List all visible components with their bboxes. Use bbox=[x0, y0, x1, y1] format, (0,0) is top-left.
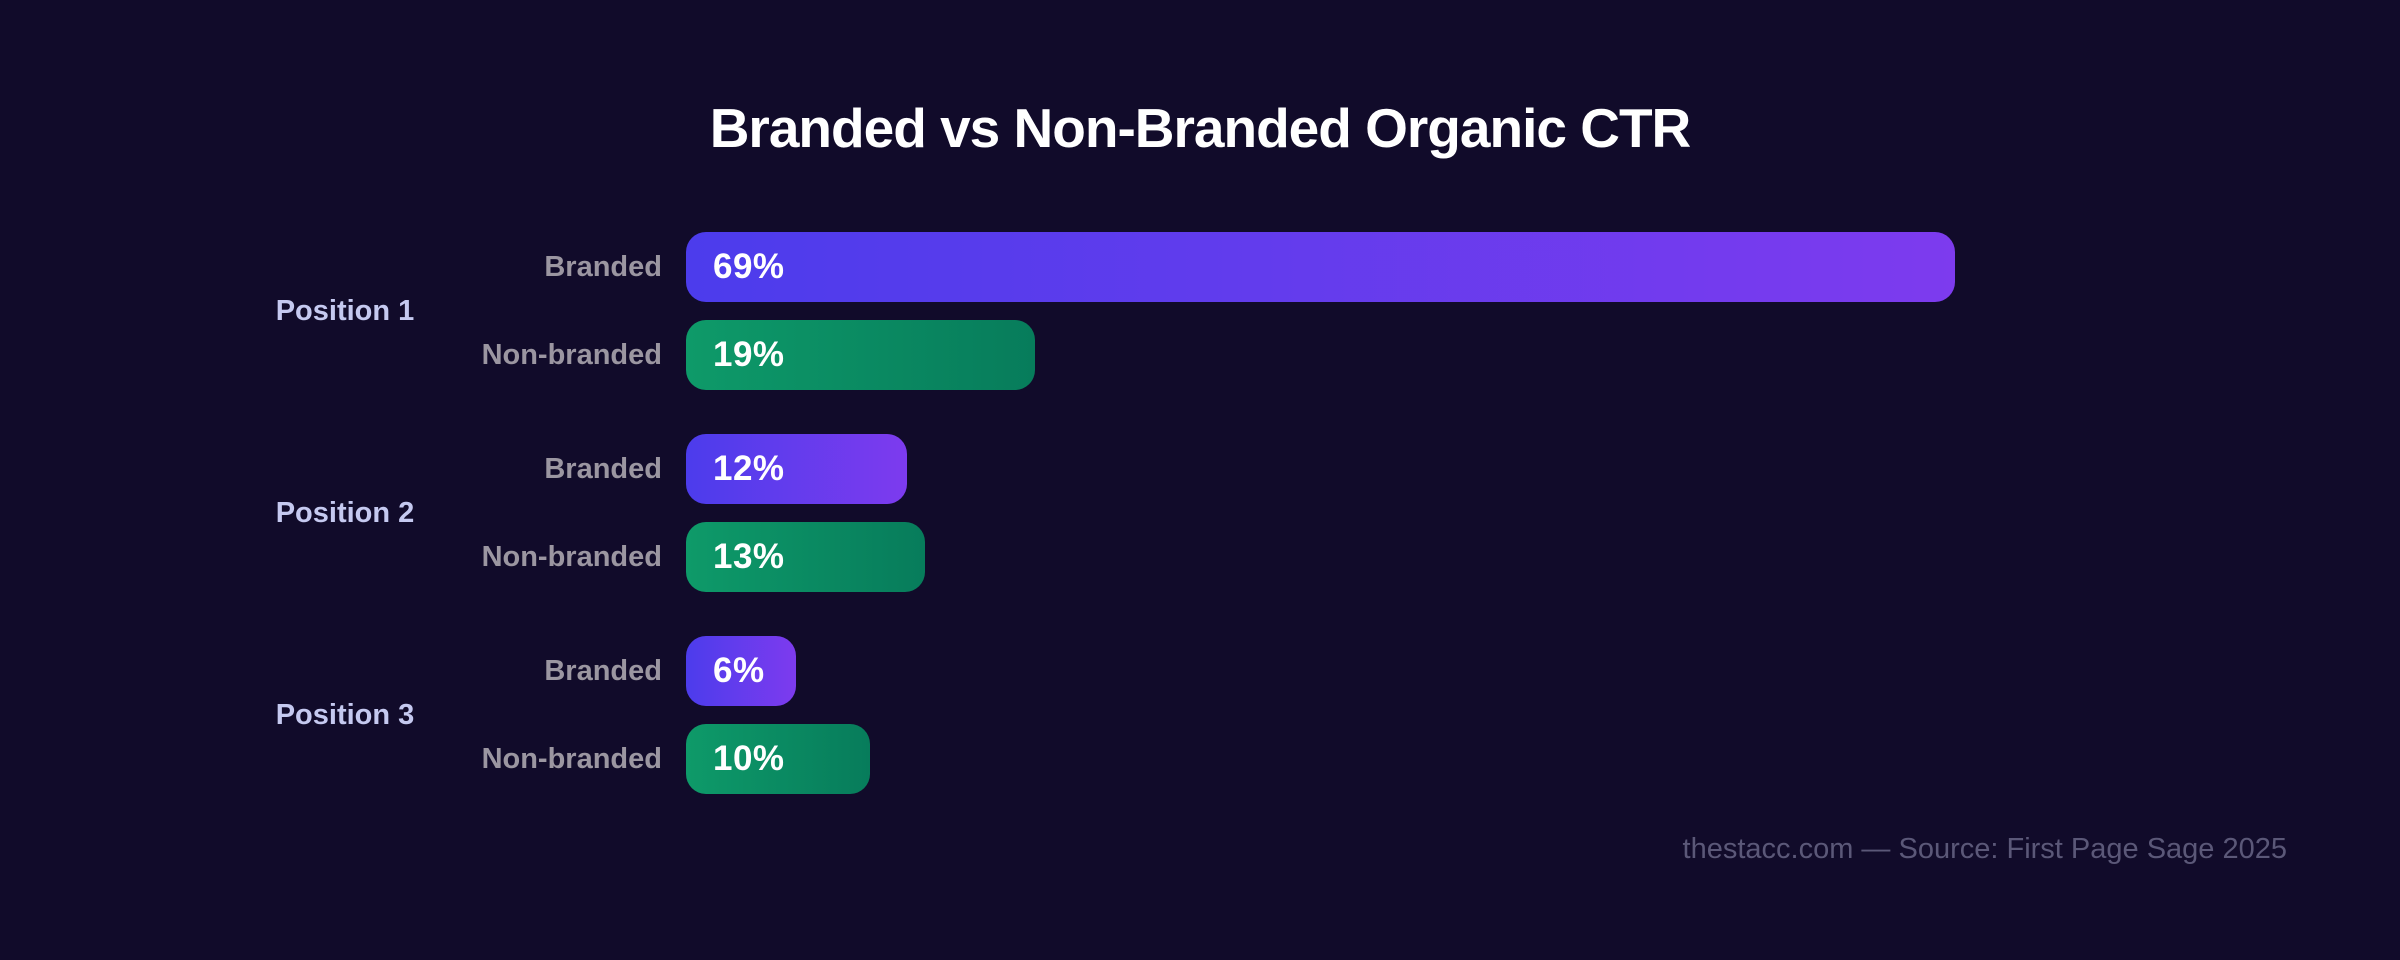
category-label-position-2: Position 2 bbox=[275, 496, 415, 529]
bar-value-label: 19% bbox=[713, 335, 785, 374]
bar-branded-position-2: 12% bbox=[686, 434, 907, 504]
group-position-2: Position 2 Branded 12% Non-branded 13% bbox=[0, 434, 1955, 592]
bar-value-label: 13% bbox=[713, 537, 785, 576]
series-label-branded: Branded bbox=[544, 250, 662, 283]
bar-nonbranded-position-1: 19% bbox=[686, 320, 1035, 390]
category-label-position-3: Position 3 bbox=[275, 698, 415, 731]
bar-value-label: 10% bbox=[713, 739, 785, 778]
bar-row: Branded 6% bbox=[0, 636, 1955, 706]
bar-value-label: 69% bbox=[713, 247, 785, 286]
attribution-text: thestacc.com — Source: First Page Sage 2… bbox=[1682, 833, 2287, 865]
series-label-non-branded: Non-branded bbox=[481, 338, 662, 371]
series-label-branded: Branded bbox=[544, 452, 662, 485]
group-position-3: Position 3 Branded 6% Non-branded 10% bbox=[0, 636, 1955, 794]
bar-row: Non-branded 10% bbox=[0, 724, 1955, 794]
group-rows: Branded 69% Non-branded 19% bbox=[0, 232, 1955, 390]
group-position-1: Position 1 Branded 69% Non-branded 19% bbox=[0, 232, 1955, 390]
series-label-non-branded: Non-branded bbox=[481, 742, 662, 775]
group-rows: Branded 6% Non-branded 10% bbox=[0, 636, 1955, 794]
series-label-non-branded: Non-branded bbox=[481, 540, 662, 573]
bar-row: Branded 69% bbox=[0, 232, 1955, 302]
bar-value-label: 6% bbox=[713, 651, 765, 690]
bar-branded-position-1: 69% bbox=[686, 232, 1955, 302]
bar-row: Non-branded 19% bbox=[0, 320, 1955, 390]
bar-row: Non-branded 13% bbox=[0, 522, 1955, 592]
chart-title: Branded vs Non-Branded Organic CTR bbox=[709, 97, 1692, 159]
bar-nonbranded-position-3: 10% bbox=[686, 724, 870, 794]
bar-nonbranded-position-2: 13% bbox=[686, 522, 925, 592]
series-label-branded: Branded bbox=[544, 654, 662, 687]
category-label-position-1: Position 1 bbox=[275, 294, 415, 327]
bar-value-label: 12% bbox=[713, 449, 785, 488]
group-rows: Branded 12% Non-branded 13% bbox=[0, 434, 1955, 592]
bar-chart: Position 1 Branded 69% Non-branded 19% P… bbox=[0, 232, 1955, 794]
bar-branded-position-3: 6% bbox=[686, 636, 796, 706]
bar-row: Branded 12% bbox=[0, 434, 1955, 504]
